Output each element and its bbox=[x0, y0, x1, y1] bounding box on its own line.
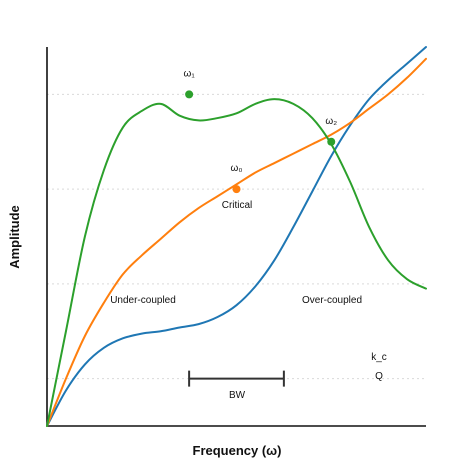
series-line-2 bbox=[46, 98, 427, 427]
critical-marker-label: ω₀ bbox=[231, 163, 243, 174]
marker-layer: ω₁ ω₂ ω₀ bbox=[184, 68, 337, 194]
grid-layer bbox=[47, 93, 426, 380]
under-coupled-label: Under-coupled bbox=[110, 295, 176, 306]
omega-marker-1-label: ω₁ bbox=[184, 68, 196, 79]
series-line-1 bbox=[46, 57, 427, 427]
series-line-0 bbox=[46, 46, 427, 427]
omega-marker-1 bbox=[185, 90, 194, 99]
bw-label: BW bbox=[229, 390, 246, 401]
q-label: Q bbox=[375, 371, 383, 382]
kc-label: k_c bbox=[371, 352, 387, 363]
critical-marker bbox=[232, 185, 241, 194]
critical-label: Critical bbox=[222, 200, 253, 211]
curve-layer bbox=[46, 46, 427, 427]
omega-marker-2-label: ω₂ bbox=[325, 116, 337, 127]
bandwidth-indicator bbox=[188, 370, 285, 387]
over-coupled-label: Over-coupled bbox=[302, 295, 362, 306]
x-axis-title: Frequency (ω) bbox=[193, 443, 282, 458]
omega-marker-2 bbox=[327, 137, 336, 146]
y-axis-title: Amplitude bbox=[7, 205, 22, 269]
